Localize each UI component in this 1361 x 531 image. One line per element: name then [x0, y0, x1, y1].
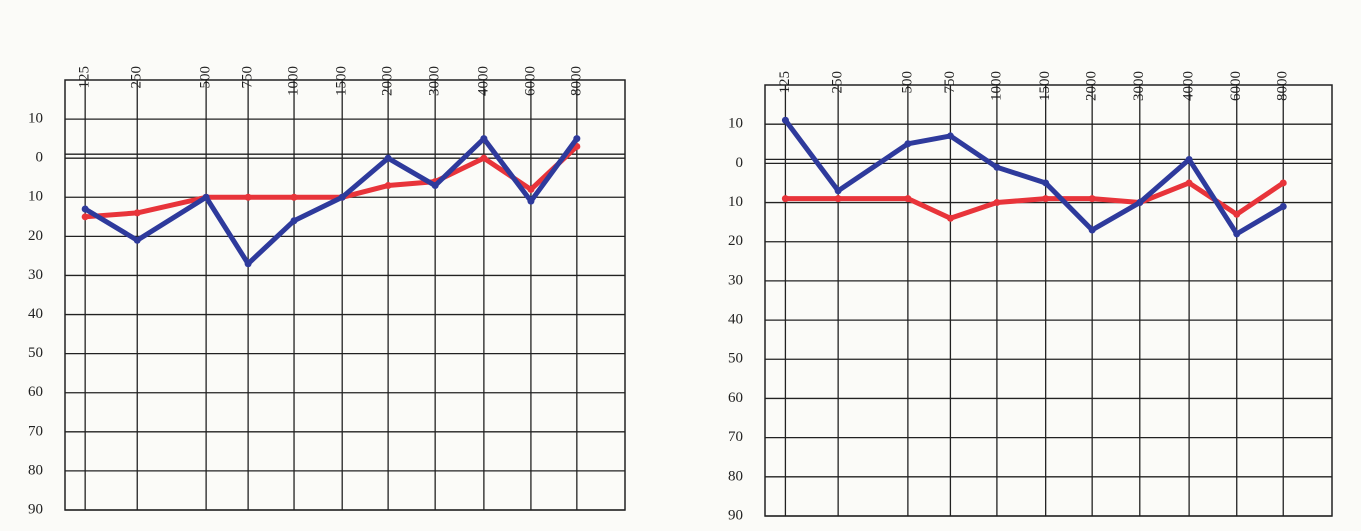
data-point: [81, 205, 89, 213]
x-tick-label: 6000: [1228, 71, 1244, 101]
y-tick-label: 10: [28, 111, 43, 127]
data-point: [1185, 155, 1193, 163]
data-point: [1136, 199, 1144, 207]
y-tick-label: 50: [728, 351, 743, 367]
x-tick-label: 1000: [285, 66, 301, 96]
x-tick-label: 2000: [1084, 71, 1100, 101]
y-tick-label: 80: [28, 462, 43, 478]
data-point: [527, 185, 535, 193]
data-point: [1279, 179, 1287, 187]
data-line: [782, 117, 1286, 237]
data-point: [1185, 179, 1193, 187]
data-point: [480, 154, 488, 162]
data-point: [527, 197, 535, 205]
y-tick-label: 70: [28, 423, 43, 439]
x-tick-label: 250: [129, 66, 145, 89]
x-tick-label: 750: [240, 66, 256, 89]
x-tick-label: 125: [77, 66, 93, 89]
y-tick-label: 90: [728, 507, 743, 523]
y-tick-label: 20: [28, 228, 43, 244]
data-point: [1042, 195, 1050, 203]
x-tick-label: 2000: [380, 66, 396, 96]
data-point: [781, 116, 789, 124]
data-point: [133, 236, 141, 244]
x-tick-label: 3000: [1131, 71, 1147, 101]
plot-frame: [764, 84, 1333, 517]
data-point: [781, 195, 789, 203]
y-tick-label: 40: [728, 312, 743, 328]
x-tick-label: 1500: [334, 66, 350, 96]
x-tick-label: 500: [198, 66, 214, 89]
x-tick-label: 4000: [1181, 71, 1197, 101]
x-tick-label: 6000: [522, 66, 538, 96]
data-point: [946, 132, 954, 140]
data-point: [133, 209, 141, 217]
y-tick-label: 10: [28, 189, 43, 205]
x-tick-label: 250: [830, 71, 846, 94]
data-point: [338, 193, 346, 201]
y-tick-label: 40: [28, 306, 43, 322]
data-point: [384, 154, 392, 162]
data-point: [1088, 226, 1096, 234]
x-tick-label: 8000: [1275, 71, 1291, 101]
y-tick-label: 90: [28, 501, 43, 517]
y-tick-label: 20: [728, 233, 743, 249]
data-point: [904, 195, 912, 203]
data-point: [431, 182, 439, 190]
data-point: [1042, 179, 1050, 187]
data-point: [946, 214, 954, 222]
x-tick-label: 1500: [1037, 71, 1053, 101]
data-line: [82, 136, 580, 267]
x-tick-label: 1000: [988, 71, 1004, 101]
y-tick-label: 80: [728, 468, 743, 484]
y-tick-label: 30: [28, 267, 43, 283]
data-point: [1233, 210, 1241, 218]
y-tick-label: 60: [28, 384, 43, 400]
data-point: [834, 195, 842, 203]
plot-frame: [64, 79, 626, 511]
data-point: [480, 135, 488, 143]
data-point: [81, 213, 89, 221]
data-point: [834, 187, 842, 195]
x-tick-label: 500: [899, 71, 915, 94]
data-point: [202, 193, 210, 201]
data-point: [904, 140, 912, 148]
data-line: [82, 143, 580, 220]
y-tick-label: 70: [728, 429, 743, 445]
data-point: [1088, 195, 1096, 203]
x-tick-label: 8000: [568, 66, 584, 96]
y-tick-label: 0: [736, 155, 744, 171]
data-point: [573, 135, 581, 143]
y-tick-label: 30: [728, 272, 743, 288]
y-tick-label: 10: [728, 116, 743, 132]
data-point: [384, 182, 392, 190]
data-point: [1279, 202, 1287, 210]
y-tick-label: 0: [36, 150, 44, 166]
data-point: [1233, 230, 1241, 238]
data-point: [244, 260, 252, 268]
x-tick-label: 4000: [475, 66, 491, 96]
y-tick-label: 60: [728, 390, 743, 406]
data-point: [290, 193, 298, 201]
data-point: [244, 193, 252, 201]
x-tick-label: 750: [942, 71, 958, 94]
y-tick-label: 50: [28, 345, 43, 361]
data-point: [290, 217, 298, 225]
y-tick-label: 10: [728, 194, 743, 210]
x-tick-label: 3000: [427, 66, 443, 96]
x-tick-label: 125: [777, 71, 793, 94]
data-point: [993, 163, 1001, 171]
data-point: [993, 199, 1001, 207]
